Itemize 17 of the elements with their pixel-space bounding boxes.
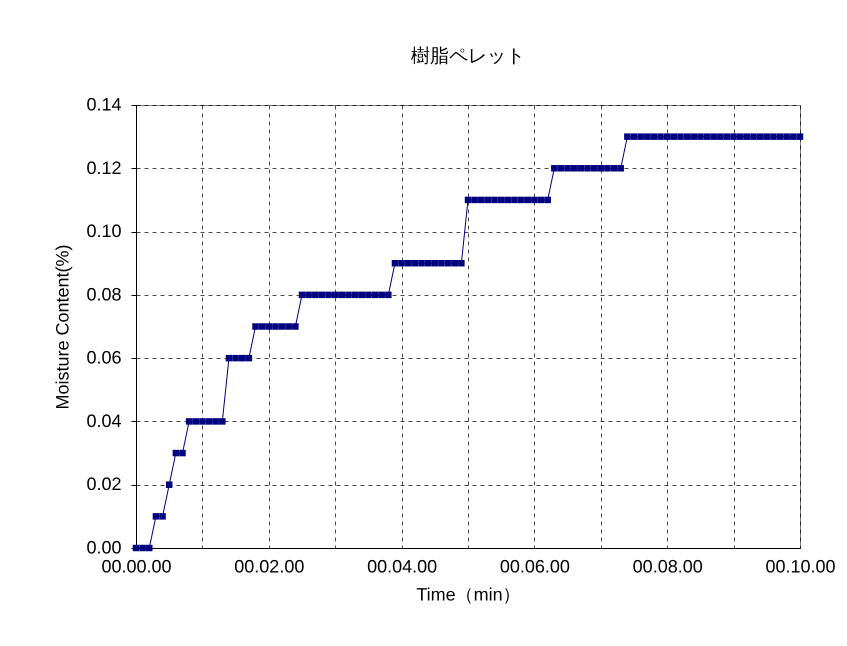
- x-tick-label: 00.08.00: [632, 556, 703, 576]
- x-tick-label: 00.00.00: [101, 556, 172, 576]
- x-tick-label: 00.10.00: [765, 556, 836, 576]
- y-tick-label: 0.04: [86, 410, 122, 431]
- y-axis-title: Moisture Content(%): [52, 244, 72, 410]
- x-tick-label: 00.02.00: [234, 556, 304, 576]
- x-tick-label: 00.06.00: [500, 556, 570, 576]
- chart-title: 樹脂ペレット: [411, 46, 525, 67]
- y-tick-label: 0.08: [86, 284, 122, 304]
- y-tick-label: 0.10: [86, 221, 122, 242]
- y-tick-label: 0.02: [86, 474, 122, 494]
- x-tick-label: 00.04.00: [367, 556, 438, 576]
- y-tick-label: 0.14: [86, 94, 122, 114]
- y-tick-label: 0.06: [86, 348, 122, 368]
- x-axis-title: Time（min）: [416, 584, 521, 604]
- y-tick-label: 0.12: [86, 158, 122, 178]
- y-tick-label: 0.00: [86, 538, 122, 558]
